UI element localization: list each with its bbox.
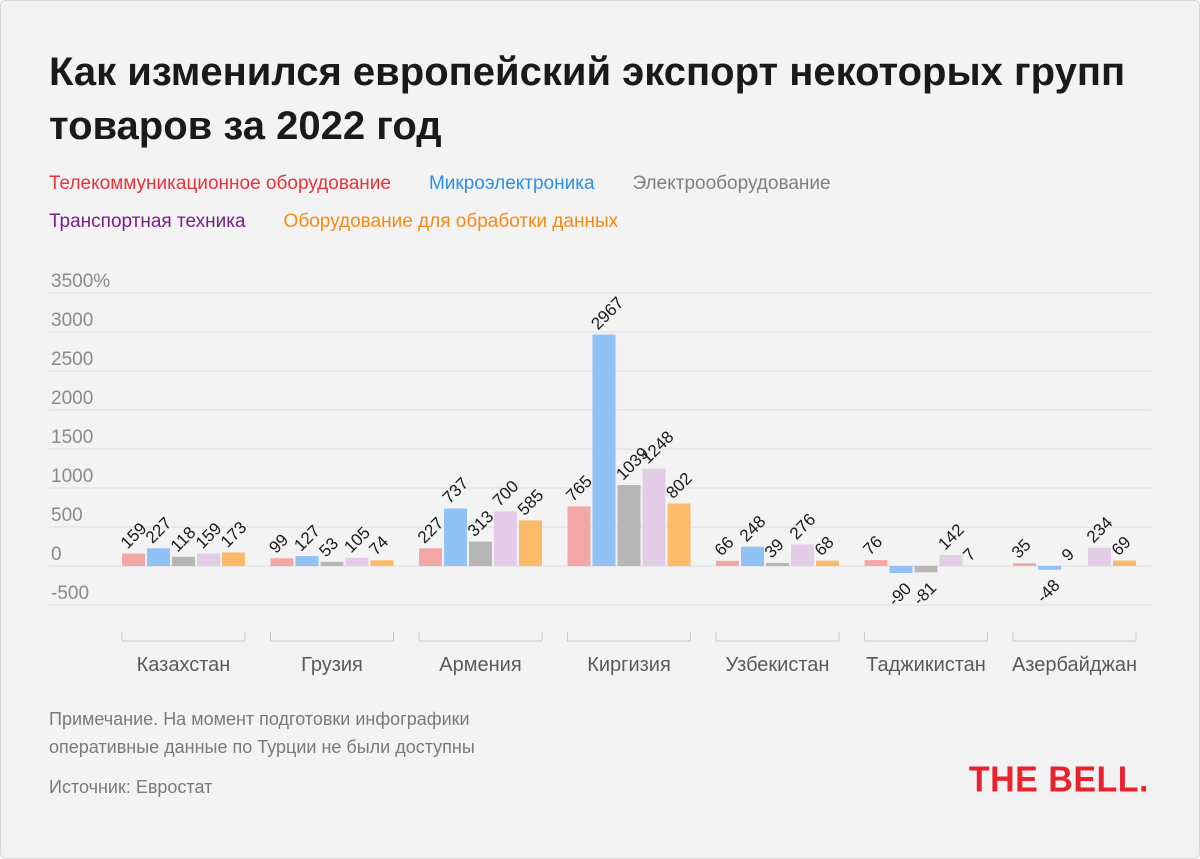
bar: [172, 556, 195, 566]
y-tick-label: -500: [51, 583, 89, 604]
footnote: Примечание. На момент подготовки инфогра…: [49, 705, 749, 761]
category-label: Грузия: [301, 654, 363, 676]
data-label: 69: [1108, 533, 1135, 560]
bar: [889, 566, 913, 574]
legend-item-telecom: Телекоммуникационное оборудование: [49, 173, 391, 194]
data-label: 9: [1058, 545, 1078, 565]
data-label: 1248: [637, 427, 677, 467]
category-label: Киргизия: [587, 654, 671, 676]
data-label: 765: [562, 472, 595, 505]
data-label: 227: [414, 514, 447, 547]
bar: [197, 553, 220, 566]
bar: [345, 557, 369, 566]
bar: [295, 556, 319, 566]
data-label: 76: [859, 532, 886, 559]
bar: [1088, 547, 1111, 566]
category-label: Казахстан: [137, 654, 231, 676]
data-label: 802: [662, 469, 695, 502]
bar: [320, 561, 344, 566]
legend-row-1: Телекоммуникационное оборудование Микроэ…: [49, 165, 1149, 203]
bar: [519, 520, 542, 566]
legend: Телекоммуникационное оборудование Микроэ…: [49, 165, 1149, 241]
data-label: 35: [1008, 535, 1035, 562]
data-label: 2967: [587, 293, 627, 333]
source-note: Источник: Евростат: [49, 777, 213, 797]
footnote-line-1: Примечание. На момент подготовки инфогра…: [49, 709, 470, 729]
category-label: Таджикистан: [866, 654, 986, 676]
y-tick-label: 2500: [51, 349, 93, 370]
bar: [469, 541, 492, 566]
y-tick-label: 2000: [51, 388, 93, 409]
bar: [122, 553, 145, 566]
footnote-line-2: оперативные данные по Турции не были дос…: [49, 737, 475, 757]
legend-item-electrical: Электрооборудование: [632, 173, 831, 194]
bar: [864, 560, 888, 566]
bar: [419, 548, 442, 566]
data-label: 737: [439, 474, 472, 507]
bar: [642, 468, 666, 566]
bar: [667, 503, 691, 566]
bar: [1113, 560, 1136, 566]
data-label: 39: [761, 535, 788, 562]
category-label: Армения: [439, 654, 521, 676]
legend-row-2: Транспортная техника Оборудование для об…: [49, 203, 1149, 241]
y-tick-label: 1000: [51, 466, 93, 487]
bar: [494, 511, 517, 566]
bar: [716, 560, 739, 566]
chart-title: Как изменился европейский экспорт некото…: [49, 50, 1126, 148]
bar: [222, 552, 245, 566]
y-tick-label: 3000: [51, 310, 93, 331]
data-label: 248: [736, 512, 769, 545]
category-label: Узбекистан: [726, 654, 830, 676]
category-label: Азербайджан: [1012, 654, 1137, 676]
bar: [147, 548, 170, 566]
data-label: 276: [786, 510, 819, 543]
bar: [370, 560, 394, 566]
y-tick-label: 1500: [51, 427, 93, 448]
bar: [444, 508, 467, 566]
bar: [816, 560, 839, 566]
data-label: 173: [217, 518, 250, 551]
bar: [741, 546, 764, 566]
legend-item-data-processing: Оборудование для обработки данных: [283, 211, 619, 232]
data-label: 66: [711, 533, 738, 560]
bar: [914, 566, 938, 573]
data-label: 313: [464, 507, 497, 540]
bar: [1038, 566, 1061, 570]
brand-logo: THE BELL.: [968, 760, 1149, 800]
bar: [592, 334, 616, 566]
bar: [1013, 563, 1036, 566]
bar: [270, 558, 294, 566]
legend-item-microelectronics: Микроэлектроника: [428, 173, 595, 194]
y-tick-label: 0: [51, 544, 62, 565]
bar: [766, 562, 789, 566]
bar: [617, 484, 641, 566]
y-tick-label: 500: [51, 505, 83, 526]
data-label: 99: [265, 530, 292, 557]
y-tick-label: 3500%: [51, 271, 110, 292]
data-label: 105: [340, 523, 373, 556]
bar: [939, 554, 963, 566]
bar: [791, 544, 814, 566]
data-label: -48: [1033, 576, 1064, 607]
legend-item-transport: Транспортная техника: [49, 211, 246, 232]
bar-chart: 3500% 3000 2500 2000 1500 1000 500 0 -500 Казахст…: [49, 271, 1151, 676]
bar: [567, 506, 591, 566]
data-label: 68: [811, 533, 838, 560]
